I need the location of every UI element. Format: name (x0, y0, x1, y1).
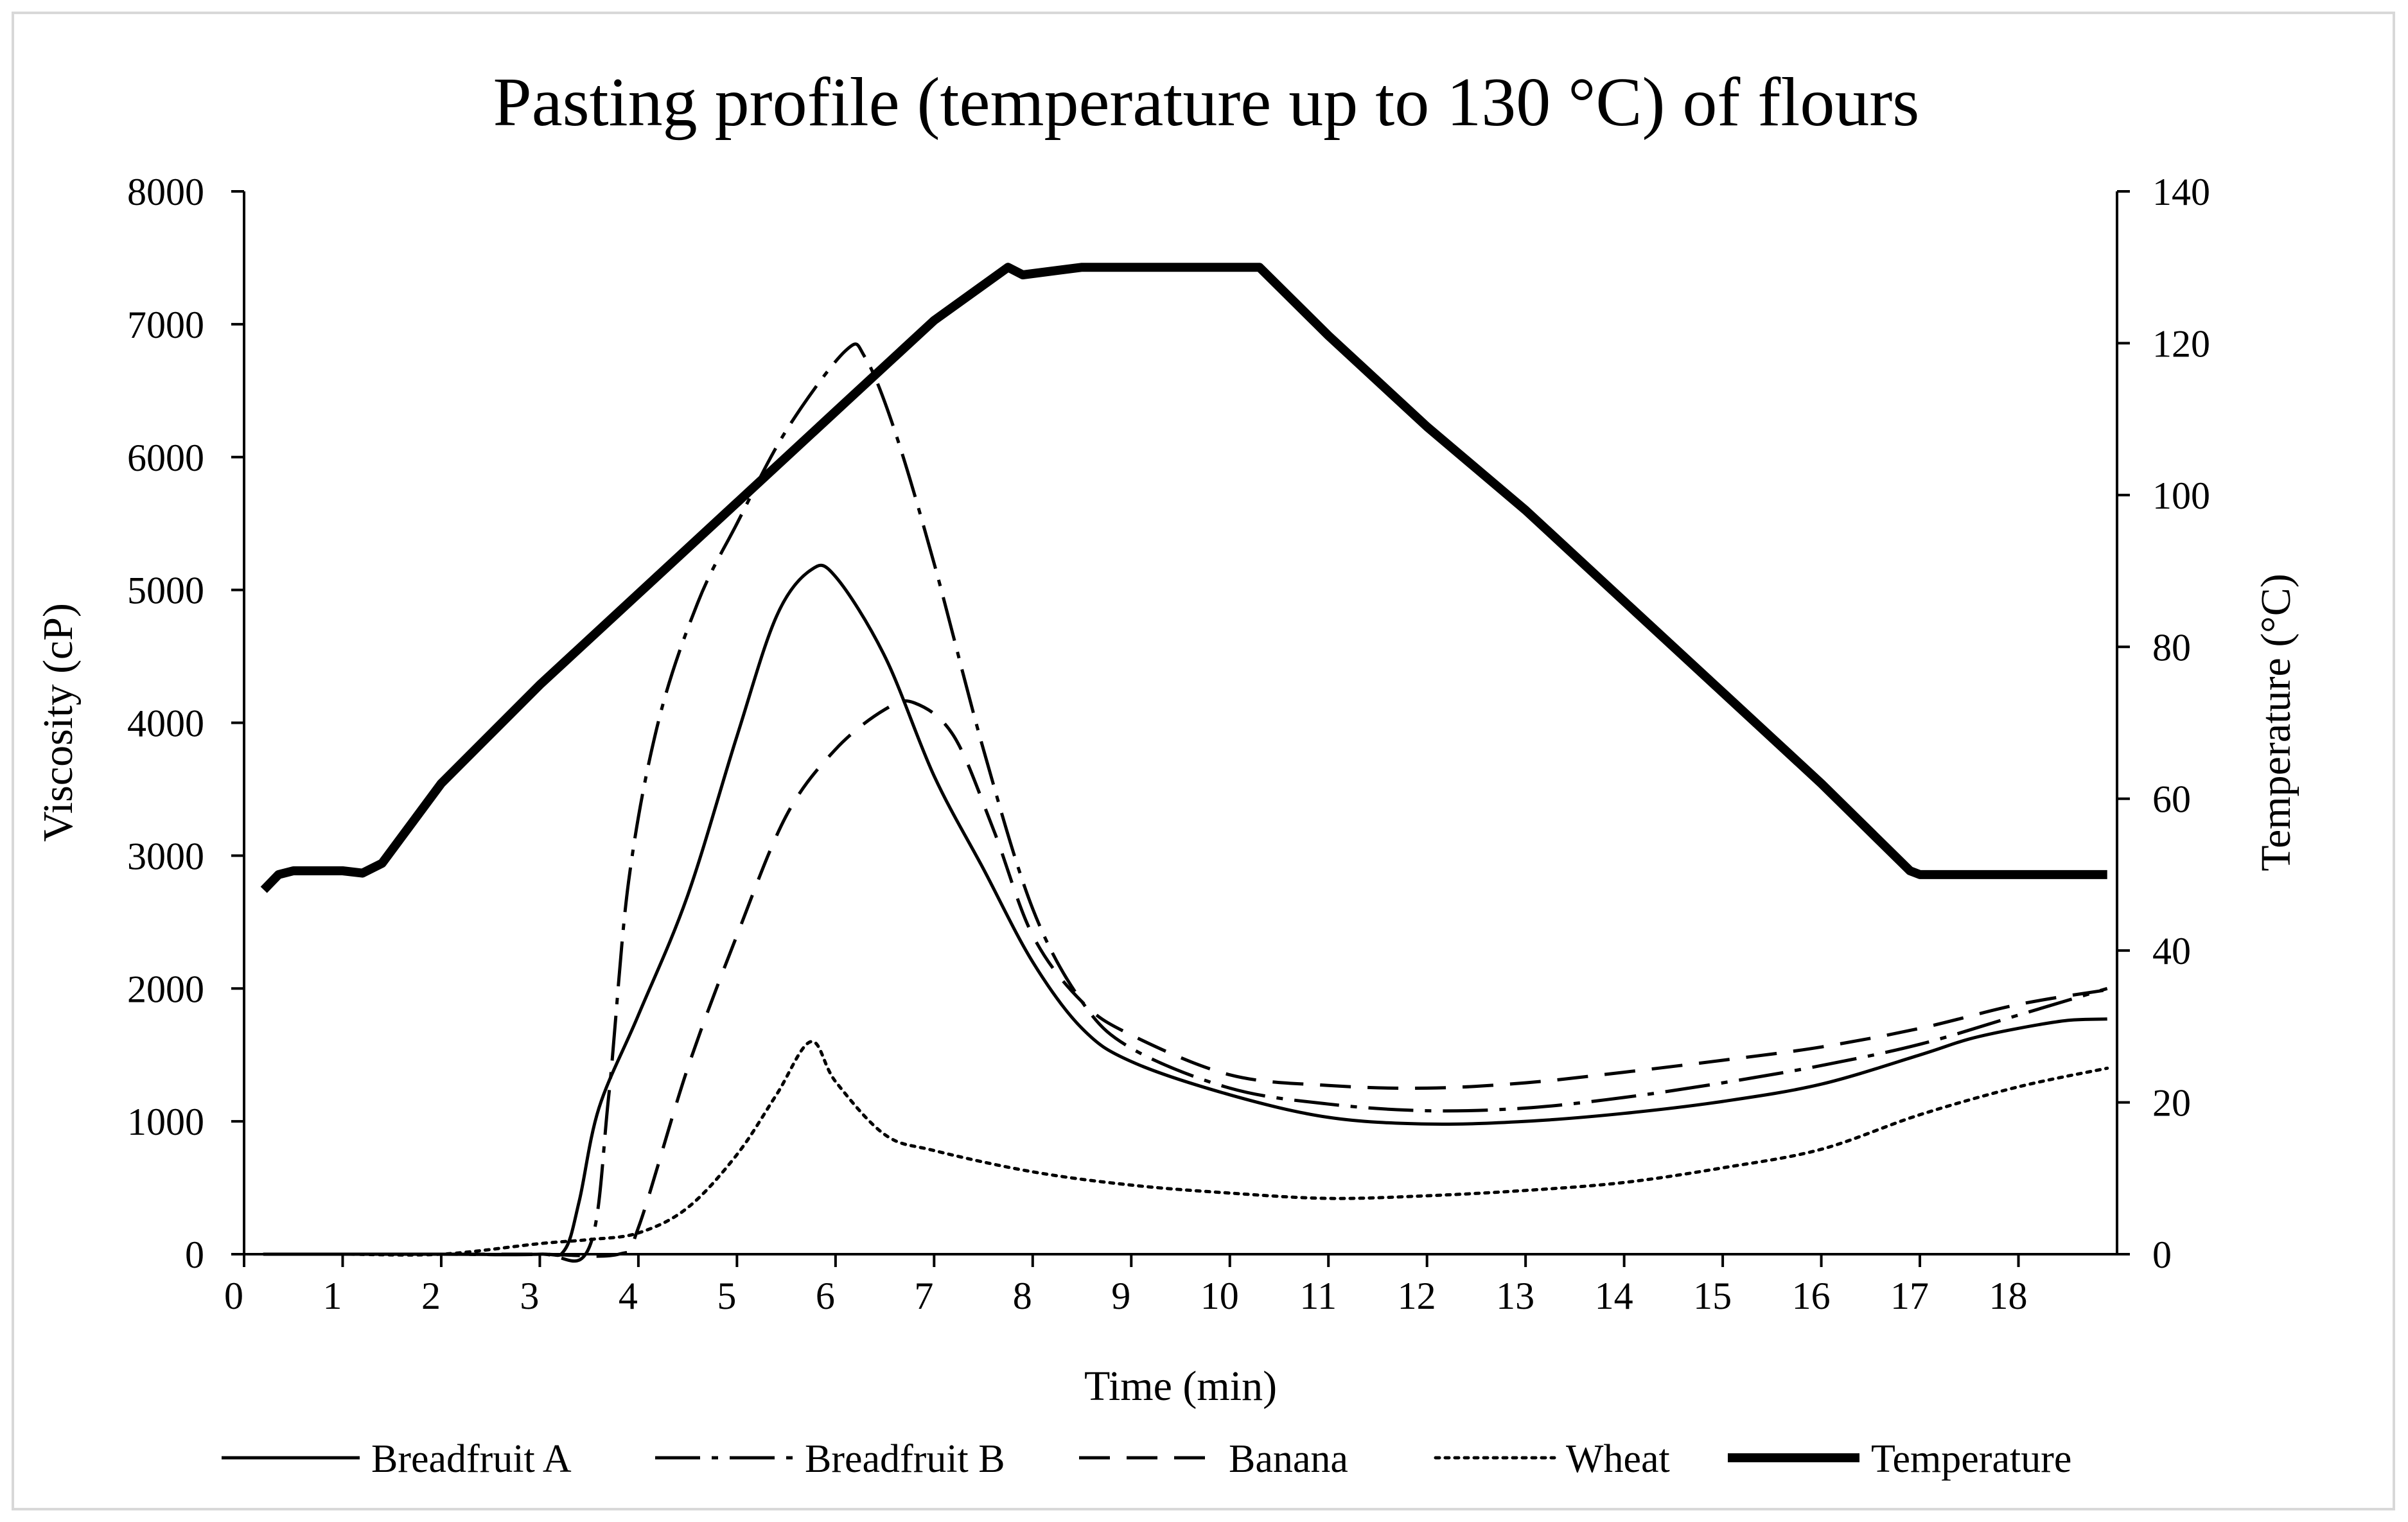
y2-tick-label: 80 (2152, 626, 2191, 669)
x-tick-label: 10 (1200, 1275, 1239, 1317)
y2-tick-label: 0 (2152, 1234, 2172, 1276)
legend-label-temperature: Temperature (1871, 1437, 2071, 1481)
chart-title: Pasting profile (temperature up to 130 °… (493, 64, 1920, 141)
x-axis-title: Time (min) (1084, 1363, 1277, 1410)
chart-frame (12, 12, 2395, 1510)
legend-label-breadfruit-b: Breadfruit B (805, 1437, 1005, 1481)
x-tick-label: 13 (1496, 1275, 1534, 1317)
series-line-banana (263, 699, 2108, 1258)
x-tick-label: 1 (322, 1275, 342, 1317)
y-axis-title: Viscosity (cP) (35, 603, 82, 842)
y2-tick-label: 20 (2152, 1082, 2191, 1124)
x-tick-label: 8 (1013, 1275, 1032, 1317)
x-tick-label: 4 (619, 1275, 638, 1317)
y2-tick-label: 60 (2152, 778, 2191, 821)
x-tick-label: 2 (421, 1275, 441, 1317)
ticks-group: 0 1 2 3 4 5 6 7 8 9 10 11 12 13 14 15 16 17 18010002000300… (127, 171, 2210, 1317)
y-tick-label: 1000 (127, 1101, 204, 1143)
x-tick-label: 12 (1398, 1275, 1436, 1317)
x-tick-label: 18 (1989, 1275, 2028, 1317)
x-tick-label: 14 (1595, 1275, 1633, 1317)
y-tick-label: 8000 (127, 171, 204, 213)
legend-label-banana: Banana (1229, 1437, 1348, 1481)
axes-group (243, 191, 2118, 1255)
y2-tick-label: 100 (2152, 475, 2210, 517)
y2-tick-label: 40 (2152, 930, 2191, 972)
series-group (260, 263, 2109, 1263)
y2-tick-label: 120 (2152, 322, 2210, 365)
x-tick-label: 7 (914, 1275, 933, 1317)
legend-label-breadfruit-a: Breadfruit A (371, 1437, 572, 1481)
x-tick-label: 5 (717, 1275, 736, 1317)
y2-axis-title: Temperature (°C) (2253, 573, 2299, 871)
x-tick-label: 11 (1299, 1275, 1337, 1317)
series-line-wheat (262, 1040, 2109, 1257)
y-tick-label: 2000 (127, 968, 204, 1010)
y-tick-label: 5000 (127, 570, 204, 612)
legend: Breadfruit A Breadfruit B Banana Wheat Tempe… (222, 1437, 2071, 1481)
x-tick-label: 0 (224, 1275, 243, 1317)
x-tick-label: 6 (816, 1275, 835, 1317)
series-line-breadfruit-a (263, 563, 2107, 1257)
y-tick-label: 7000 (127, 304, 204, 346)
x-tick-label: 9 (1111, 1275, 1130, 1317)
x-tick-label: 16 (1792, 1275, 1831, 1317)
y-tick-label: 3000 (127, 835, 204, 877)
y-tick-label: 6000 (127, 437, 204, 479)
y2-tick-label: 140 (2152, 171, 2210, 213)
series-line-breadfruit-b (263, 342, 2108, 1263)
y-tick-label: 4000 (127, 703, 204, 745)
series-line-temperature (260, 263, 2107, 893)
y-tick-label: 0 (185, 1234, 204, 1276)
x-tick-label: 15 (1693, 1275, 1732, 1317)
x-tick-label: 3 (520, 1275, 539, 1317)
legend-label-wheat: Wheat (1566, 1437, 1670, 1481)
x-tick-label: 17 (1890, 1275, 1929, 1317)
